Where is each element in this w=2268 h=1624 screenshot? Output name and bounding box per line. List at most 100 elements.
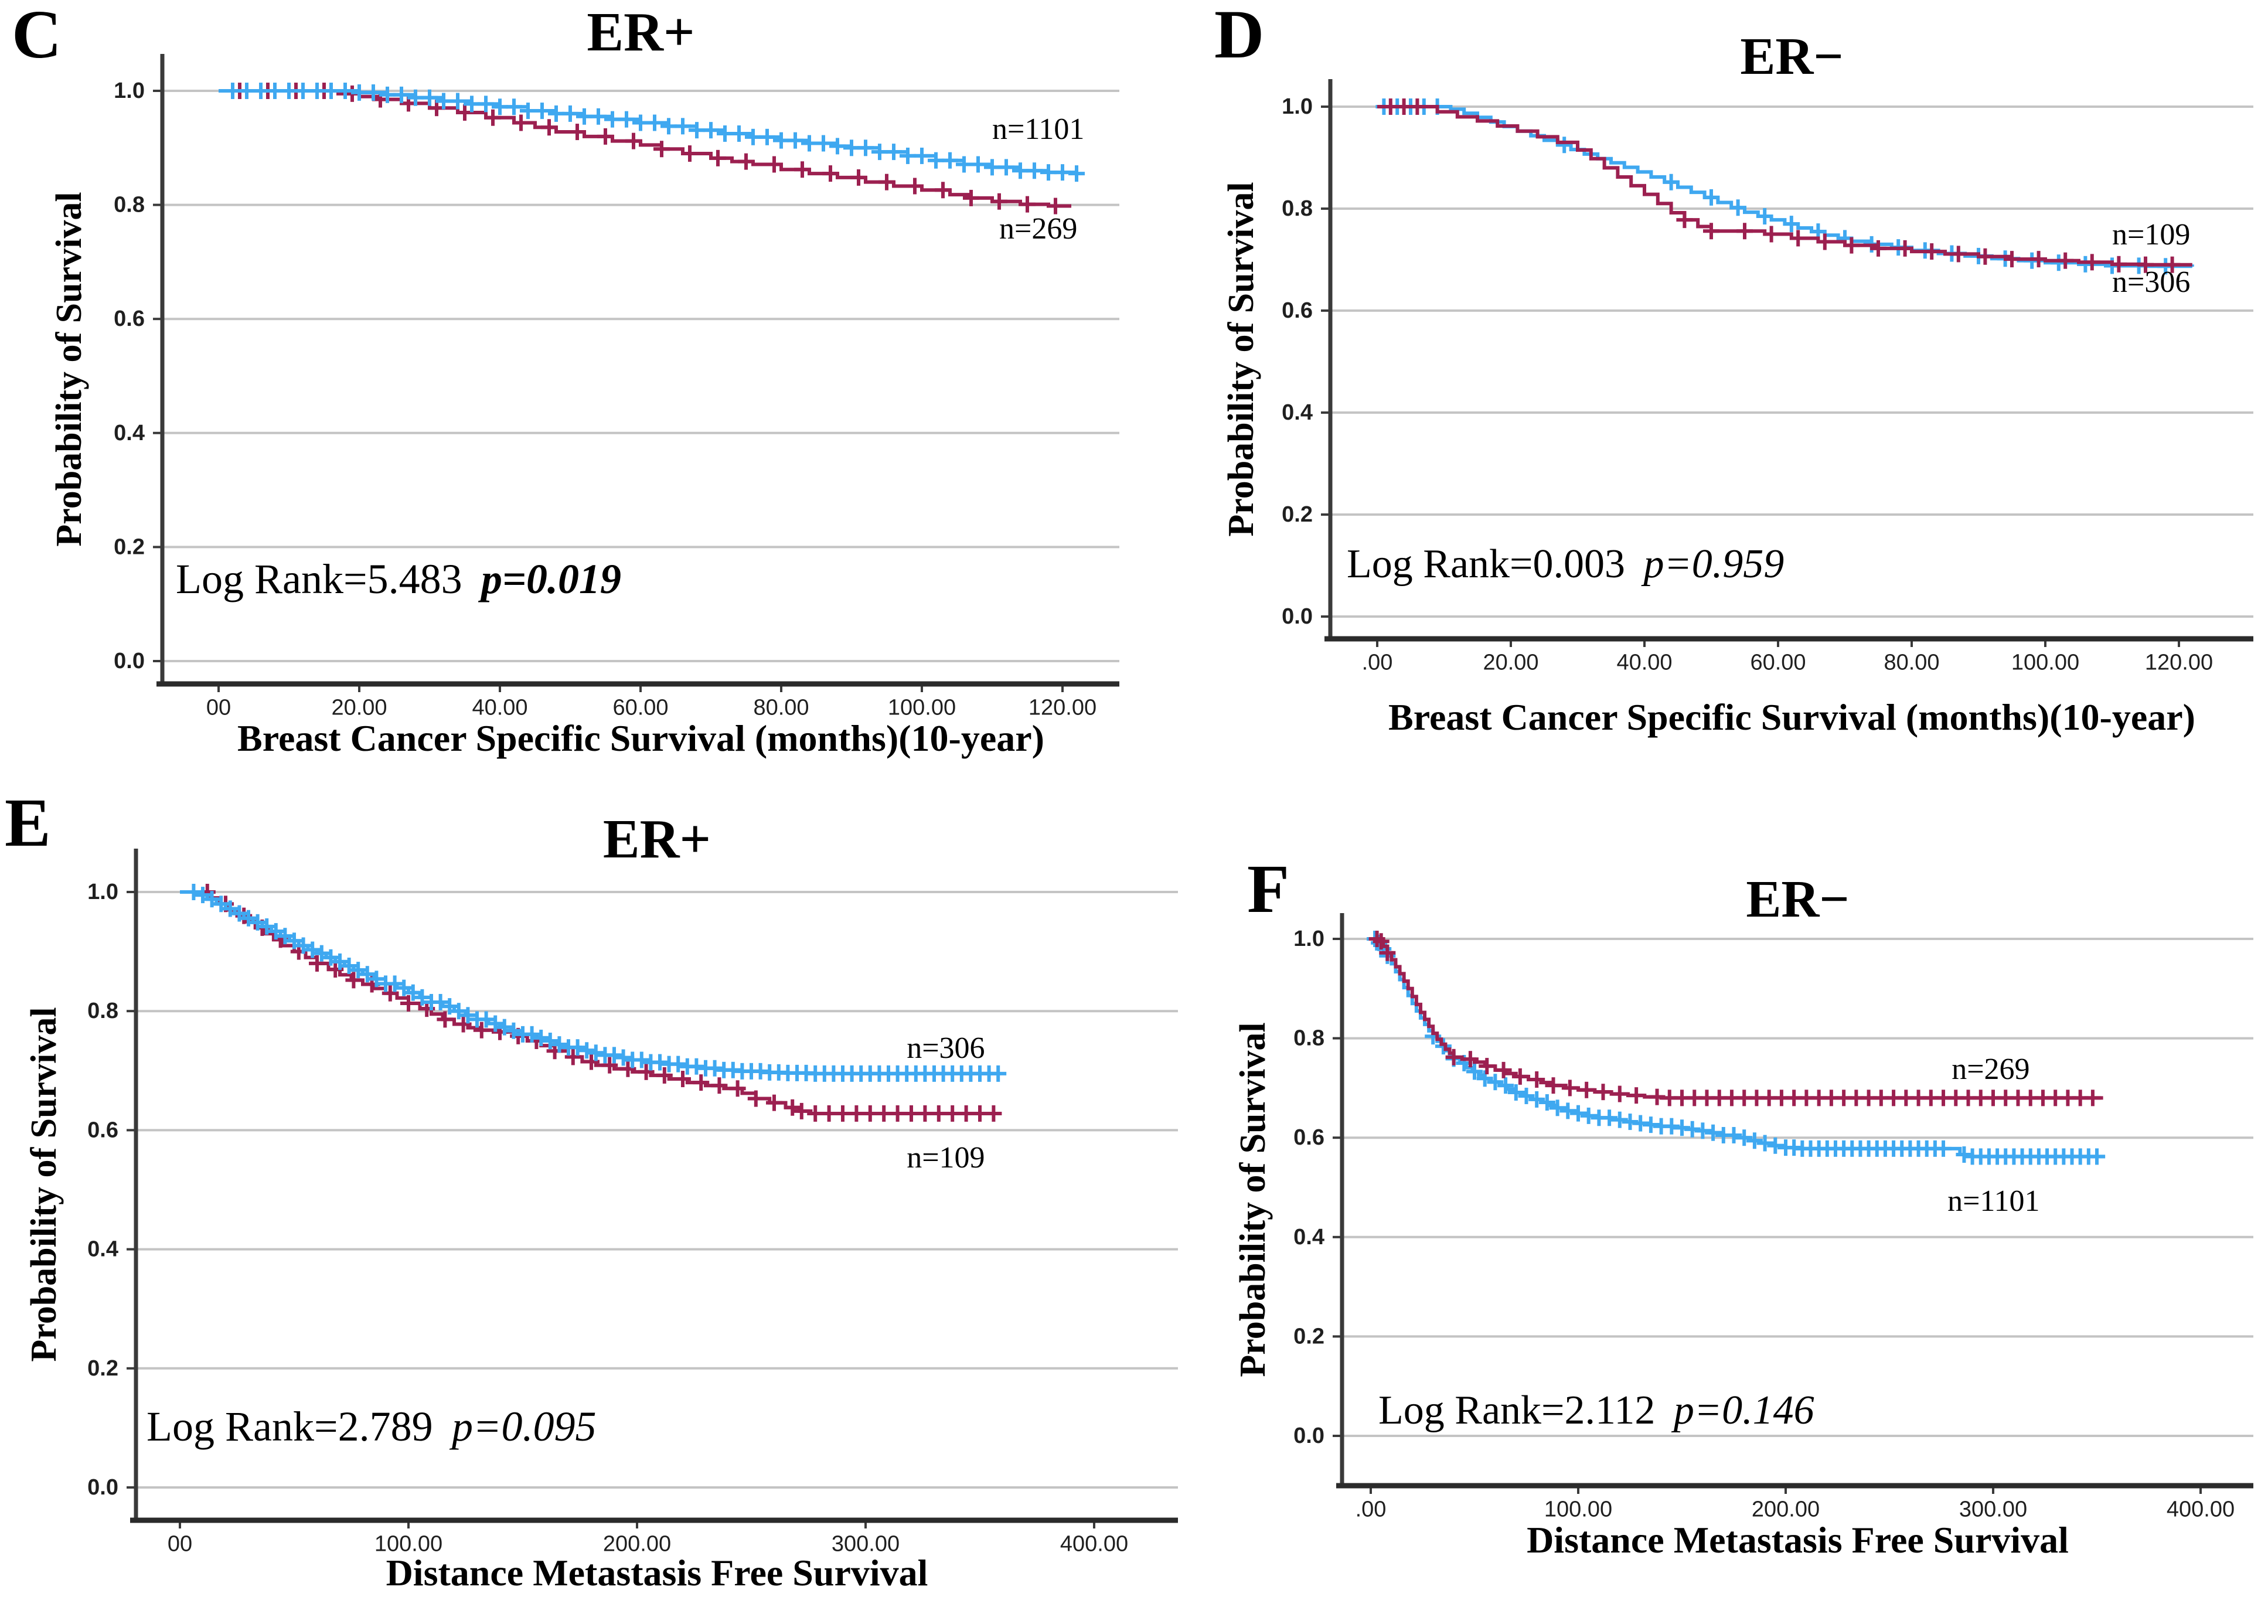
panel-letter-E: E [5, 784, 51, 861]
log-rank-annotation: Log Rank=0.003 p=0.959 [1347, 544, 1784, 585]
y-axis-title: Probability of Survival [49, 191, 89, 547]
panel-title: ER+ [587, 2, 695, 63]
x-tick-label: 80.00 [1884, 650, 1939, 675]
series-D-red [1377, 98, 2192, 273]
x-tick-label: 300.00 [832, 1531, 900, 1556]
x-tick-label: 60.00 [612, 695, 668, 720]
x-tick-label: 100.00 [888, 695, 956, 720]
survival-curve [180, 890, 999, 1075]
p-value: p=0.019 [481, 556, 621, 602]
x-tick-label: 400.00 [1060, 1531, 1128, 1556]
y-tick-label: 0.2 [114, 534, 145, 559]
x-tick-label: .00 [1356, 1497, 1387, 1521]
x-tick-label: 100.00 [1544, 1497, 1612, 1521]
series-label-red: n=269 [999, 212, 1078, 246]
series-E-red [180, 884, 1002, 1122]
x-axis-title: Breast Cancer Specific Survival (months)… [237, 717, 1044, 759]
x-tick-label: 20.00 [331, 695, 387, 720]
y-tick-label: 0.0 [1293, 1424, 1324, 1448]
log-rank-value: Log Rank=2.112 [1378, 1388, 1656, 1433]
survival-curve [1371, 937, 2106, 1159]
y-tick-label: 0.6 [1282, 298, 1313, 323]
panel-title: ER− [1740, 28, 1844, 86]
y-axis-title: Probability of Survival [24, 1007, 64, 1362]
p-value: p=0.095 [451, 1403, 597, 1450]
y-tick-label: 0.8 [1293, 1026, 1324, 1051]
y-tick-label: 0.4 [1293, 1225, 1324, 1250]
x-tick-label: 400.00 [2167, 1497, 2235, 1521]
x-axis-F: .00 100.00 200.00 300.00 400.00 [1356, 1486, 2235, 1521]
y-tick-label: 1.0 [87, 880, 118, 904]
series-E-blue [180, 884, 1007, 1082]
y-tick-label: 0.8 [114, 193, 145, 217]
y-tick-label: 0.0 [87, 1475, 118, 1500]
gridlines-E [136, 891, 1178, 1489]
panel-title: ER− [1746, 870, 1850, 928]
survival-curve [1371, 937, 2103, 1100]
x-tick-label: 100.00 [374, 1531, 442, 1556]
log-rank-value: Log Rank=5.483 [176, 556, 462, 602]
x-tick-label: 80.00 [753, 695, 809, 720]
y-axis-title: Probability of Survival [1221, 181, 1261, 537]
y-tick-label: 0.2 [1282, 502, 1313, 527]
log-rank-annotation: Log Rank=2.789 p=0.095 [147, 1405, 597, 1448]
survival-curve [180, 890, 999, 1115]
x-axis-D: .00 20.00 40.00 60.00 80.00 100.00 120.00 [1362, 639, 2213, 675]
y-tick-label: 0.0 [1282, 604, 1313, 629]
series-label-blue: n=1101 [992, 113, 1085, 147]
log-rank-annotation: Log Rank=2.112 p=0.146 [1378, 1390, 1814, 1431]
x-tick-label: 200.00 [603, 1531, 671, 1556]
x-tick-label: 40.00 [472, 695, 527, 720]
x-tick-label: 120.00 [1029, 695, 1096, 720]
series-F-red [1368, 931, 2103, 1107]
p-value: p=0.959 [1643, 542, 1785, 587]
x-axis-C: 00 20.00 40.00 60.00 80.00 100.00 120.00 [206, 684, 1096, 720]
y-tick-label: 1.0 [1293, 927, 1324, 951]
y-tick-label: 0.4 [1282, 400, 1313, 425]
panel-letter-D: D [1214, 0, 1265, 73]
y-tick-label: 0.8 [87, 999, 118, 1023]
y-tick-label: 0.4 [87, 1237, 118, 1262]
series-label-blue: n=306 [2112, 265, 2191, 299]
panel-letter-C: C [12, 0, 62, 73]
x-tick-label: 100.00 [2011, 650, 2079, 675]
series-F-blue [1367, 931, 2106, 1165]
y-tick-label: 0.6 [87, 1118, 118, 1142]
y-tick-label: 0.2 [87, 1356, 118, 1381]
y-axis-E: 1.0 0.8 0.6 0.4 0.2 0.0 [87, 880, 136, 1500]
x-axis-E: 00 100.00 200.00 300.00 400.00 [168, 1520, 1128, 1556]
y-tick-label: 0.0 [114, 649, 145, 673]
series-C-blue [219, 83, 1085, 182]
x-axis-title: Distance Metastasis Free Survival [1527, 1519, 2069, 1561]
x-tick-label: .00 [1362, 650, 1393, 675]
y-tick-label: 1.0 [114, 79, 145, 103]
gridlines-F [1342, 938, 2253, 1437]
y-tick-label: 0.4 [114, 421, 145, 445]
y-axis-title: Probability of Survival [1233, 1022, 1273, 1377]
y-tick-label: 0.6 [1293, 1125, 1324, 1150]
y-axis-D: 1.0 0.8 0.6 0.4 0.2 0.0 [1282, 94, 1330, 629]
series-label-blue: n=1101 [1947, 1184, 2040, 1218]
series-label-blue: n=306 [907, 1031, 985, 1065]
x-tick-label: 120.00 [2145, 650, 2213, 675]
y-tick-label: 0.8 [1282, 196, 1313, 221]
series-label-red: n=269 [1952, 1053, 2030, 1087]
gridlines-D [1330, 105, 2253, 618]
log-rank-value: Log Rank=2.789 [147, 1403, 433, 1450]
log-rank-annotation: Log Rank=5.483 p=0.019 [176, 558, 621, 600]
x-tick-label: 20.00 [1483, 650, 1538, 675]
x-tick-label: 60.00 [1750, 650, 1806, 675]
y-tick-label: 0.6 [114, 307, 145, 331]
x-axis-title: Breast Cancer Specific Survival (months)… [1388, 696, 2195, 738]
log-rank-value: Log Rank=0.003 [1347, 542, 1625, 587]
x-tick-label: 00 [206, 695, 231, 720]
survival-curve [1377, 105, 2192, 267]
y-tick-label: 0.2 [1293, 1324, 1324, 1349]
panel-letter-F: F [1247, 850, 1290, 927]
survival-curve [1377, 105, 2194, 268]
series-label-red: n=109 [2112, 218, 2191, 252]
y-axis-C: 1.0 0.8 0.6 0.4 0.2 0.0 [114, 79, 162, 673]
y-tick-label: 1.0 [1282, 94, 1313, 119]
